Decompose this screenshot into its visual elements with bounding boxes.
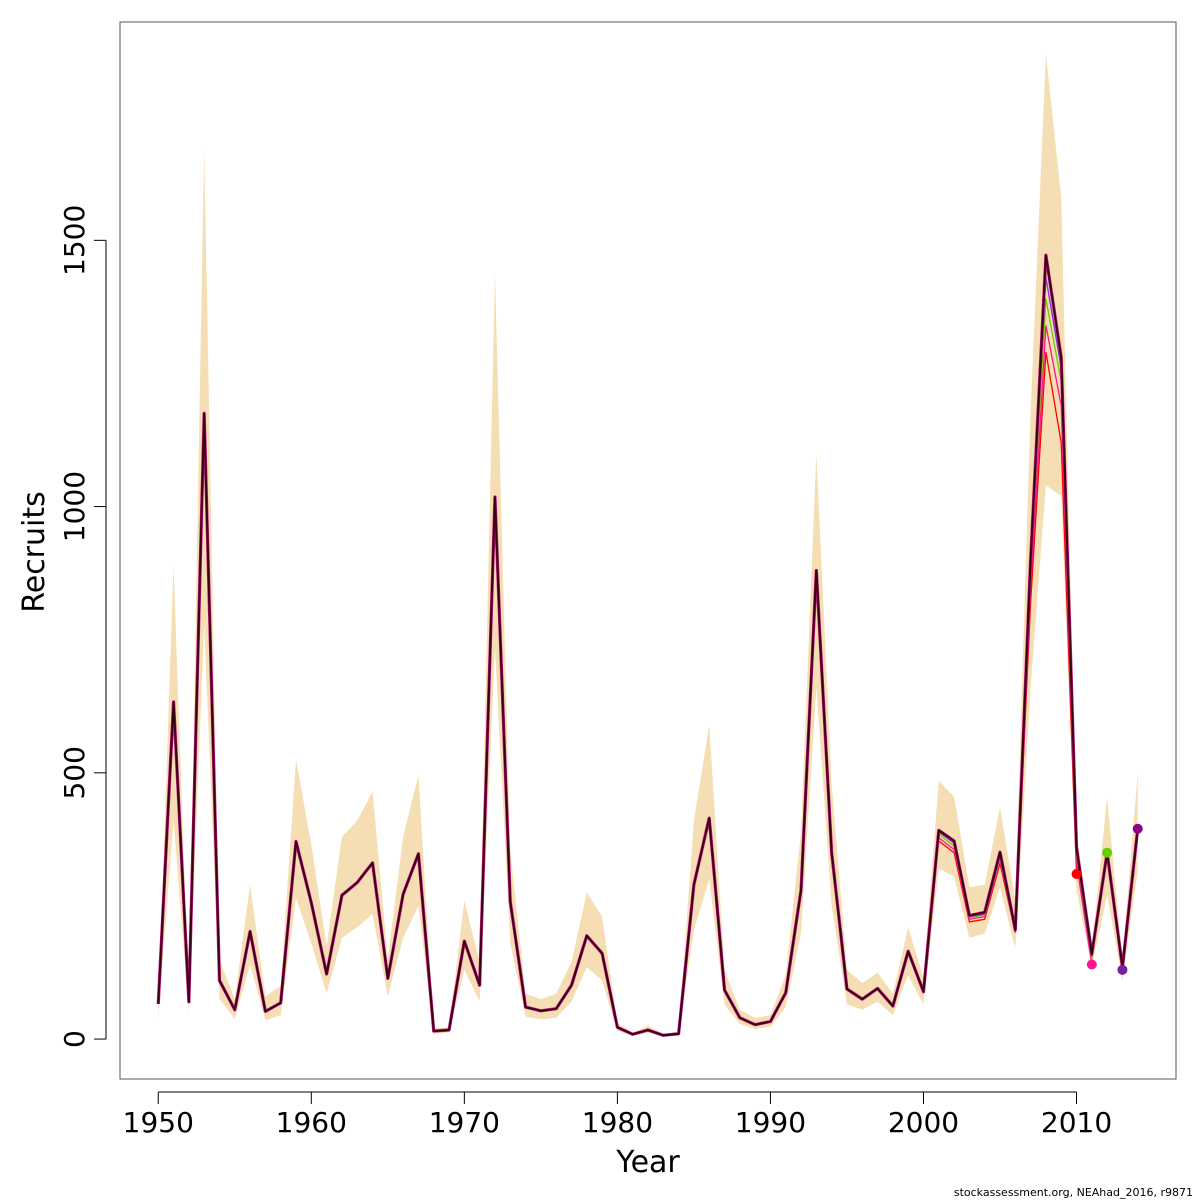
x-axis: 1950 1960 1970 1980 1990 2000 2010 xyxy=(123,1091,1112,1139)
x-tick-label-2010: 2010 xyxy=(1041,1106,1112,1139)
y-tick-label-1500: 1500 xyxy=(58,205,91,276)
retro-endpoint-2014 xyxy=(1132,823,1143,834)
retro-endpoints-layer xyxy=(1071,823,1143,975)
recruits-line xyxy=(157,254,1139,1037)
x-tick-label-2000: 2000 xyxy=(888,1106,959,1139)
retro-endpoint-2011 xyxy=(1086,959,1097,970)
x-axis-title: Year xyxy=(615,1145,680,1180)
retro-endpoint-2012 xyxy=(1102,847,1113,858)
y-axis-title: Recruits xyxy=(17,491,52,613)
x-tick-label-1980: 1980 xyxy=(582,1106,653,1139)
footer-credit: stockassessment.org, NEAhad_2016, r9871 xyxy=(954,1186,1193,1199)
main-line-layer xyxy=(156,253,1140,1037)
x-tick-label-1990: 1990 xyxy=(735,1106,806,1139)
y-tick-label-1000: 1000 xyxy=(58,471,91,542)
retro-endpoint-2010 xyxy=(1071,868,1082,879)
plot-frame xyxy=(119,21,1177,1080)
y-axis: 0 500 1000 1500 xyxy=(58,205,107,1048)
confidence-band xyxy=(158,53,1138,1037)
x-tick-label-1950: 1950 xyxy=(123,1106,194,1139)
x-tick-label-1970: 1970 xyxy=(429,1106,500,1139)
y-tick-label-0: 0 xyxy=(58,1030,91,1048)
y-tick-label-500: 500 xyxy=(58,746,91,799)
x-tick-label-1960: 1960 xyxy=(276,1106,347,1139)
confidence-band-layer xyxy=(158,53,1138,1037)
retro-endpoint-2013 xyxy=(1117,964,1128,975)
